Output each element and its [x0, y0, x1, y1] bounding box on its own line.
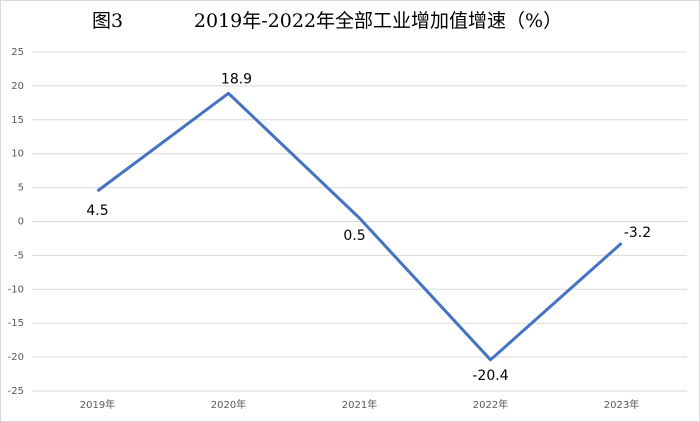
y-tick-label: 5: [18, 183, 24, 194]
x-tick-label: 2023年: [604, 398, 639, 411]
y-tick-label: 0: [18, 217, 24, 228]
y-tick-label: -5: [14, 250, 24, 261]
x-tick-label: 2020年: [211, 398, 246, 411]
y-tick-label: -25: [8, 386, 24, 397]
y-tick-label: -20: [8, 352, 24, 363]
data-label: 0.5: [343, 228, 365, 244]
data-line: [96, 91, 623, 362]
y-tick-label: 20: [11, 81, 24, 92]
chart-title: 2019年-2022年全部工业增加值增速（%）: [194, 10, 562, 32]
data-label: 4.5: [86, 203, 108, 219]
x-tick-label: 2021年: [342, 398, 377, 411]
data-label: -3.2: [624, 225, 651, 241]
data-label: 18.9: [221, 71, 252, 87]
figure-label: 图3: [92, 10, 123, 32]
data-label: -20.4: [472, 368, 508, 384]
x-tick-label: 2019年: [80, 398, 115, 411]
y-tick-label: 10: [11, 149, 24, 160]
y-tick-label: 15: [11, 115, 24, 126]
x-tick-label: 2022年: [473, 398, 508, 411]
y-tick-label: -10: [8, 284, 24, 295]
y-tick-label: -15: [8, 318, 24, 329]
y-tick-label: 25: [11, 47, 24, 58]
